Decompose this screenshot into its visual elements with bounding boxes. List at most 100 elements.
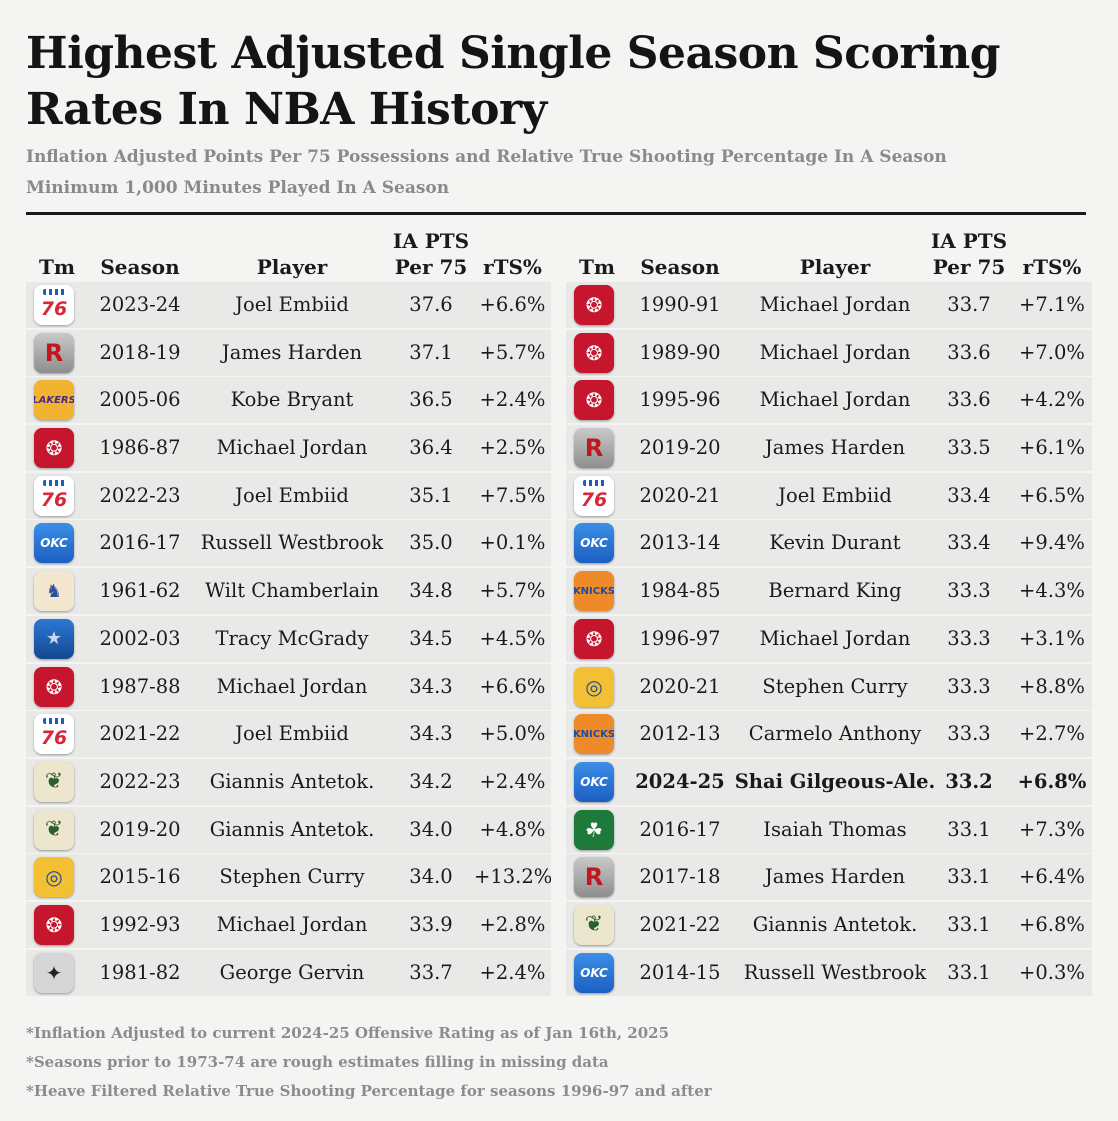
season-cell: 2021-22 <box>99 722 181 746</box>
rts-cell: +8.8% <box>1019 674 1085 698</box>
player-cell: Joel Embiid <box>235 293 349 316</box>
rts-cell: +7.5% <box>479 483 546 507</box>
player-cell: Giannis Antetok. <box>209 769 375 793</box>
rts-cell: +7.0% <box>1019 340 1085 364</box>
warriors-logo-icon: ◎ <box>574 666 614 707</box>
table-row: ❂ 1996-97 Michael Jordan 33.3 +3.1% <box>566 615 1092 662</box>
rockets-logo-icon: R <box>34 332 74 373</box>
header-player: Player <box>799 255 871 279</box>
bucks-logo-icon: ❦ <box>574 904 614 945</box>
footnote-3: *Heave Filtered Relative True Shooting P… <box>26 1082 712 1100</box>
ia-pts-cell: 34.2 <box>409 769 453 793</box>
player-cell: Michael Jordan <box>216 674 368 698</box>
player-cell: Bernard King <box>768 579 902 603</box>
player-cell: Wilt Chamberlain <box>205 579 379 603</box>
header-season: Season <box>100 255 180 279</box>
76ers-logo-icon: 76 <box>34 285 74 325</box>
table-row: R 2019-20 James Harden 33.5 +6.1% <box>566 425 1092 472</box>
table-body-right: ❂ 1990-91 Michael Jordan 33.7 +7.1% ❂ 1989-90 M… <box>566 282 1092 996</box>
table-body-left: 76 2023-24 Joel Embiid 37.6 +6.6% R 2018-19 Jam… <box>26 282 551 996</box>
table-row: ❦ 2019-20 Giannis Antetok. 34.0 +4.8% <box>26 806 551 853</box>
76ers-logo-icon: 76 <box>34 475 74 516</box>
chart-subtitle-line-1: Inflation Adjusted Points Per 75 Possess… <box>26 147 947 167</box>
header-team: Tm <box>38 255 76 279</box>
footnote-2: *Seasons prior to 1973-74 are rough esti… <box>26 1053 609 1071</box>
season-cell: 2013-14 <box>639 531 721 555</box>
ia-pts-cell: 36.4 <box>409 436 453 460</box>
bulls-logo-icon: ❂ <box>574 618 614 659</box>
table-row: ❂ 1992-93 Michael Jordan 33.9 +2.8% <box>26 901 551 948</box>
header-ia-pts: IA PTS <box>930 229 1008 253</box>
player-cell: Michael Jordan <box>759 340 911 364</box>
ia-pts-cell: 33.4 <box>947 531 991 555</box>
thunder-logo-icon: OKC <box>574 523 614 564</box>
rts-cell: +6.6% <box>479 674 546 698</box>
season-cell: 2023-24 <box>99 293 181 316</box>
player-cell: Russell Westbrook <box>743 960 927 984</box>
rts-cell: +9.4% <box>1019 531 1085 555</box>
header-rts: rTS% <box>1022 255 1082 279</box>
header-rts: rTS% <box>483 255 542 279</box>
ia-pts-cell: 34.0 <box>409 865 453 889</box>
player-cell: Michael Jordan <box>759 626 911 650</box>
ia-pts-cell: 33.3 <box>947 674 991 698</box>
rts-cell: +4.5% <box>479 626 546 650</box>
table-row: ♞ 1961-62 Wilt Chamberlain 34.8 +5.7% <box>26 568 551 615</box>
ia-pts-cell: 33.6 <box>947 340 991 364</box>
player-cell: Stephen Curry <box>219 865 365 889</box>
season-cell: 1981-82 <box>99 960 181 984</box>
player-cell: Michael Jordan <box>759 293 911 316</box>
title-divider <box>26 212 1086 215</box>
player-cell: Stephen Curry <box>762 674 908 698</box>
table-row: OKC 2016-17 Russell Westbrook 35.0 +0.1% <box>26 520 551 567</box>
bulls-logo-icon: ❂ <box>34 428 74 469</box>
ia-pts-cell: 36.5 <box>409 388 453 412</box>
season-cell: 2024-25 <box>635 769 725 793</box>
rts-cell: +2.5% <box>479 436 546 460</box>
season-cell: 2016-17 <box>639 817 721 841</box>
rts-cell: +13.2% <box>474 865 551 889</box>
76ers-logo-icon: 76 <box>34 714 74 755</box>
season-cell: 2019-20 <box>99 817 181 841</box>
player-cell: Joel Embiid <box>235 483 349 507</box>
player-cell: Joel Embiid <box>778 483 892 507</box>
table-row: ❂ 1987-88 Michael Jordan 34.3 +6.6% <box>26 663 551 710</box>
rts-cell: +6.6% <box>479 293 546 316</box>
table-row: ❦ 2021-22 Giannis Antetok. 33.1 +6.8% <box>566 901 1092 948</box>
rts-cell: +4.3% <box>1019 579 1085 603</box>
ia-pts-cell: 33.5 <box>947 436 991 460</box>
table-row: OKC 2014-15 Russell Westbrook 33.1 +0.3% <box>566 949 1092 996</box>
season-cell: 1996-97 <box>639 626 721 650</box>
table-row: OKC 2013-14 Kevin Durant 33.4 +9.4% <box>566 520 1092 567</box>
footnote-1: *Inflation Adjusted to current 2024-25 O… <box>26 1024 670 1042</box>
player-cell: Russell Westbrook <box>200 531 384 555</box>
season-cell: 1986-87 <box>99 436 181 460</box>
table-row: KNICKS 2012-13 Carmelo Anthony 33.3 +2.7% <box>566 711 1092 758</box>
chart-title: Highest Adjusted Single Season Scoring R… <box>26 28 1001 135</box>
rts-cell: +7.3% <box>1019 817 1085 841</box>
table-row: ❂ 1989-90 Michael Jordan 33.6 +7.0% <box>566 329 1092 376</box>
table-row: 76 2021-22 Joel Embiid 34.3 +5.0% <box>26 711 551 758</box>
spurs-logo-icon: ✦ <box>34 952 74 993</box>
season-cell: 2014-15 <box>639 960 721 984</box>
season-cell: 1992-93 <box>99 912 181 936</box>
ia-pts-cell: 34.3 <box>409 722 453 746</box>
player-cell: Joel Embiid <box>235 722 349 746</box>
header-season: Season <box>640 255 720 279</box>
season-cell: 2016-17 <box>99 531 181 555</box>
table-row: ◎ 2020-21 Stephen Curry 33.3 +8.8% <box>566 663 1092 710</box>
player-cell: James Harden <box>764 436 906 460</box>
player-cell: Kevin Durant <box>769 531 901 555</box>
table-row: 76 2023-24 Joel Embiid 37.6 +6.6% <box>26 282 551 328</box>
footnotes: *Inflation Adjusted to current 2024-25 O… <box>26 1019 1096 1106</box>
season-cell: 2018-19 <box>99 340 181 364</box>
player-cell: Shai Gilgeous-Ale. <box>734 769 936 793</box>
player-cell: Michael Jordan <box>216 436 368 460</box>
table-row: R 2018-19 James Harden 37.1 +5.7% <box>26 329 551 376</box>
rts-cell: +2.4% <box>479 960 546 984</box>
player-cell: Giannis Antetok. <box>752 912 918 936</box>
philadelphia-warriors-logo-icon: ♞ <box>34 571 74 612</box>
season-cell: 1989-90 <box>639 340 721 364</box>
ia-pts-cell: 37.1 <box>409 340 453 364</box>
rts-cell: +2.4% <box>479 388 546 412</box>
